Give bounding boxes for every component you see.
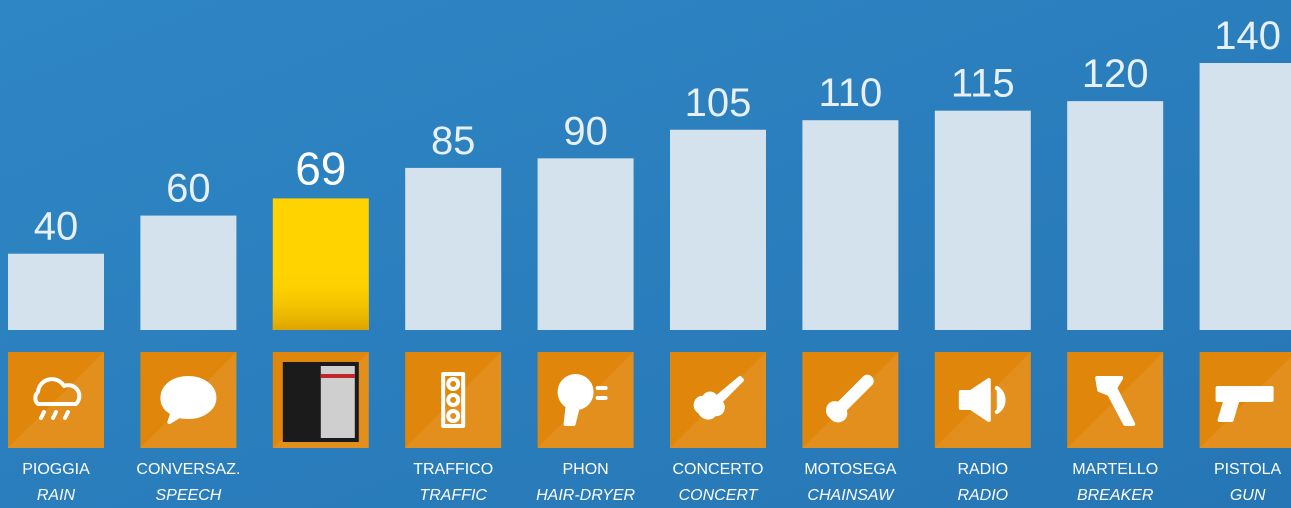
- bar: [934, 110, 1031, 330]
- category-label: PISTOLA: [1214, 461, 1282, 478]
- icon: [537, 352, 634, 448]
- icon-glyph: [1095, 376, 1136, 426]
- icon: [1199, 352, 1291, 448]
- value-label: 69: [295, 142, 346, 194]
- category-sublabel: HAIR-DRYER: [536, 487, 635, 504]
- icon-glyph: [557, 374, 608, 426]
- category-sublabel: BREAKER: [1077, 487, 1154, 504]
- category-sublabel: CHAINSAW: [807, 487, 895, 504]
- icon-tile: [405, 352, 502, 448]
- bar: [802, 120, 899, 330]
- value-label: 115: [951, 62, 1015, 106]
- bar: [1067, 101, 1164, 331]
- category-sublabel: TRAFFIC: [419, 487, 487, 504]
- machine-stripe: [320, 374, 355, 378]
- icon: [8, 352, 104, 448]
- category-label: MARTELLO: [1072, 461, 1158, 478]
- value-label: 90: [563, 109, 608, 153]
- value-label: 110: [819, 71, 883, 115]
- icon: [1067, 352, 1164, 448]
- icon-tile: [8, 352, 104, 448]
- category-sublabel: GUN: [1230, 487, 1266, 504]
- category-label: PIOGGIA: [22, 461, 90, 478]
- bar: [8, 253, 104, 330]
- bar: [140, 215, 237, 330]
- category-label: TRAFFICO: [413, 461, 493, 478]
- bar: [405, 167, 502, 330]
- bar: [537, 158, 634, 330]
- icon-sheen: [405, 352, 502, 448]
- icon: [934, 352, 1031, 448]
- icon-glyph: [33, 377, 82, 420]
- value-label: 85: [431, 119, 476, 163]
- category-sublabel: CONCERT: [679, 487, 759, 504]
- category-label: PHON: [562, 461, 608, 478]
- value-label: 60: [166, 167, 211, 211]
- category-label: CONVERSAZ.: [136, 461, 240, 478]
- category-sublabel: SPEECH: [156, 487, 222, 504]
- icon: [670, 352, 766, 448]
- icon-glyph: [160, 376, 217, 424]
- icon-sheen: [8, 352, 104, 448]
- value-label: 40: [34, 205, 79, 249]
- icon-glyph: [825, 374, 874, 423]
- icon-glyph: [441, 372, 466, 428]
- bar: [1199, 63, 1291, 330]
- value-label: 105: [685, 81, 752, 125]
- icon-glyph: [693, 376, 744, 420]
- value-label: 120: [1082, 52, 1149, 96]
- bar: [670, 129, 766, 330]
- category-label: CONCERTO: [673, 461, 764, 478]
- category-sublabel: RADIO: [957, 487, 1008, 504]
- bar-shade: [272, 198, 369, 330]
- icon: [802, 352, 899, 448]
- category-sublabel: RAIN: [37, 487, 76, 504]
- value-label: 140: [1214, 14, 1281, 58]
- icon-glyph: [958, 378, 1006, 422]
- category-label: RADIO: [957, 461, 1008, 478]
- icon: [140, 352, 237, 448]
- category-label: MOTOSEGA: [804, 461, 896, 478]
- icon: [272, 352, 369, 448]
- icon: [405, 352, 502, 448]
- icon-glyph: [1215, 386, 1274, 422]
